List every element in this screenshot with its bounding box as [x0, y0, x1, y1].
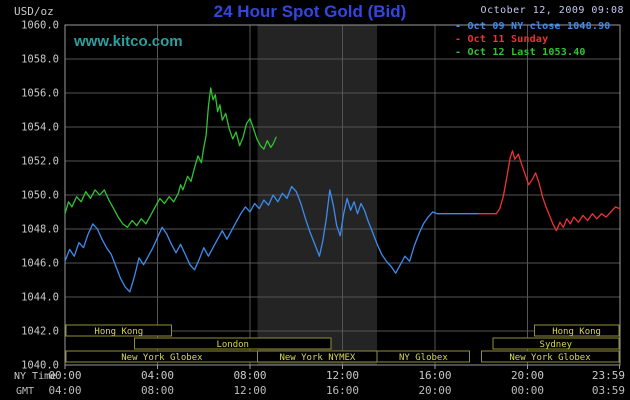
x-tick-label-ny: 00:00	[48, 369, 81, 382]
session-box	[492, 337, 620, 350]
y-tick-label: 1050.0	[21, 190, 59, 202]
session-label: NY Globex	[399, 353, 448, 363]
series-oct09-close	[64, 185, 480, 293]
y-tick-label: 1042.0	[21, 326, 59, 338]
chart-title: 24 Hour Spot Gold (Bid)	[213, 2, 407, 21]
x-tick-label-ny: 12:00	[326, 369, 359, 382]
series-oct12-last	[64, 87, 277, 228]
y-tick-label: 1058.0	[21, 54, 59, 66]
x-tick-label-gmt: 00:00	[511, 384, 544, 397]
kitco-watermark: www.kitco.com	[74, 33, 183, 50]
ny-time-label: NY Time	[14, 371, 56, 382]
session-label: New York NYMEX	[279, 353, 355, 363]
legend-item-oct11-sunday: - Oct 11 Sunday	[455, 33, 611, 46]
x-tick-label-gmt: 16:00	[326, 384, 359, 397]
y-tick-label: 1044.0	[21, 292, 59, 304]
y-tick-label: 1060.0	[21, 20, 59, 32]
x-tick-label-gmt: 03:59	[592, 384, 625, 397]
gmt-label: GMT	[16, 386, 34, 397]
x-tick-label-ny: 16:00	[418, 369, 451, 382]
y-tick-label: 1056.0	[21, 88, 59, 100]
unit-label: USD/oz	[14, 5, 54, 18]
session-box	[480, 350, 620, 363]
session-label: Hong Kong	[552, 327, 601, 337]
x-tick-label-ny: 23:59	[592, 369, 625, 382]
legend-label: Oct 12 Last 1053.40	[467, 47, 586, 58]
y-tick-label: 1048.0	[21, 224, 59, 236]
y-tick-label: 1040.0	[21, 360, 59, 372]
x-tick-label-gmt: 08:00	[141, 384, 174, 397]
session-label: New York Globex	[509, 353, 591, 363]
x-tick-label-gmt: 12:00	[233, 384, 266, 397]
session-label: London	[216, 340, 249, 350]
x-tick-label-gmt: 20:00	[418, 384, 451, 397]
x-tick-label-ny: 20:00	[511, 369, 544, 382]
session-box	[133, 337, 332, 350]
y-tick-label: 1046.0	[21, 258, 59, 270]
x-tick-label-ny: 04:00	[141, 369, 174, 382]
legend-dash-icon: -	[455, 34, 468, 45]
legend-item-oct12-last: - Oct 12 Last 1053.40	[455, 46, 611, 59]
legend-label: Oct 11 Sunday	[467, 34, 549, 45]
datetime-label: October 12, 2009 09:08	[480, 5, 624, 16]
legend-dash-icon: -	[455, 47, 468, 58]
session-box	[533, 324, 620, 337]
session-box	[376, 350, 471, 363]
series-oct11-sunday	[478, 150, 621, 232]
legend: - Oct 09 NY close 1048.90- Oct 11 Sunday…	[455, 20, 611, 59]
legend-label: Oct 09 NY close 1048.90	[467, 21, 611, 32]
session-label: New York Globex	[121, 353, 203, 363]
legend-item-oct09-close: - Oct 09 NY close 1048.90	[455, 20, 611, 33]
x-tick-label-ny: 08:00	[233, 369, 266, 382]
session-label: Sydney	[540, 340, 573, 350]
y-tick-label: 1052.0	[21, 156, 59, 168]
x-tick-label-gmt: 04:00	[48, 384, 81, 397]
y-tick-label: 1054.0	[21, 122, 59, 134]
legend-dash-icon: -	[455, 21, 468, 32]
session-box	[65, 324, 172, 337]
session-label: Hong Kong	[94, 327, 143, 337]
